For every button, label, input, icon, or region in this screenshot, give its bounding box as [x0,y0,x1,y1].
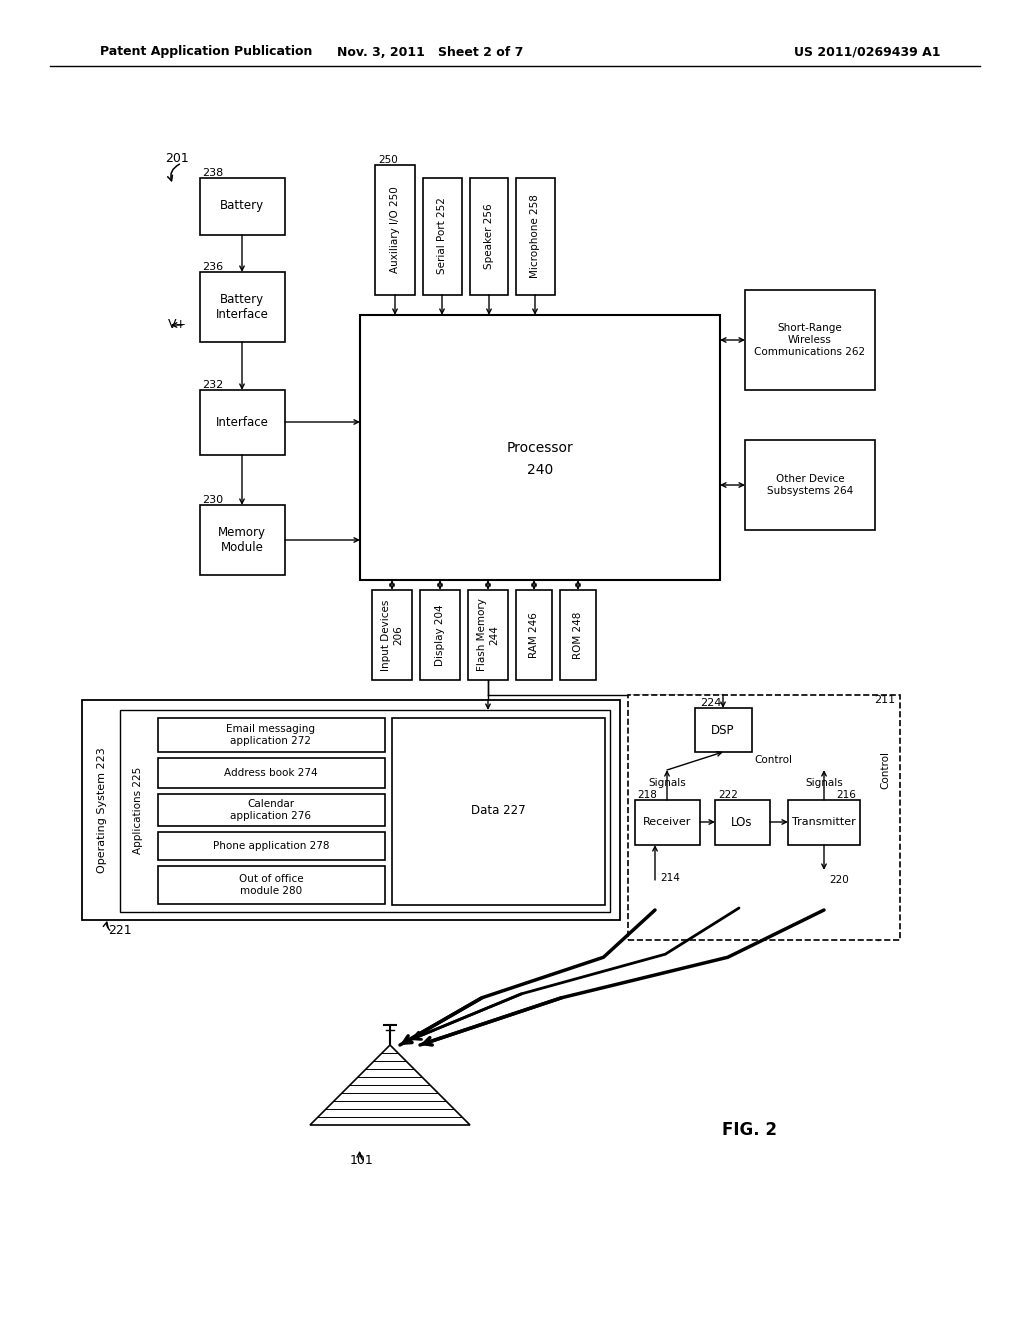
Text: 232: 232 [202,380,223,389]
Text: Email messaging
application 272: Email messaging application 272 [226,725,315,746]
Text: 224: 224 [700,698,721,708]
Text: Microphone 258: Microphone 258 [530,194,540,279]
Bar [560,590,596,680]
Text: Signals: Signals [805,777,843,788]
Text: 230: 230 [202,495,223,506]
Text: 216: 216 [836,789,856,800]
Bar [158,795,385,826]
Text: Applications 225: Applications 225 [133,767,143,854]
Text: 218: 218 [637,789,656,800]
Bar [372,590,412,680]
Text: 238: 238 [202,168,223,178]
Bar [468,590,508,680]
Bar [392,718,605,906]
Text: Operating System 223: Operating System 223 [97,747,106,873]
Bar [82,700,620,920]
Text: Out of office
module 280: Out of office module 280 [239,874,303,896]
Text: Data 227: Data 227 [471,804,525,817]
Bar [420,590,460,680]
Text: 220: 220 [829,875,849,884]
Text: LOs: LOs [731,816,753,829]
Bar [375,165,415,294]
Text: Processor: Processor [507,441,573,455]
Text: RAM 246: RAM 246 [529,612,539,657]
Text: 222: 222 [718,789,738,800]
Bar [516,178,555,294]
Bar [745,290,874,389]
Bar [423,178,462,294]
Bar [470,178,508,294]
Text: 240: 240 [527,463,553,477]
Text: Battery
Interface: Battery Interface [216,293,268,321]
Text: Display 204: Display 204 [435,605,445,665]
Text: Other Device
Subsystems 264: Other Device Subsystems 264 [767,474,853,496]
Bar [516,590,552,680]
Text: 101: 101 [350,1154,374,1167]
Bar [158,718,385,752]
Text: 221: 221 [108,924,132,936]
Bar [200,506,285,576]
Bar [158,758,385,788]
Text: 250: 250 [378,154,397,165]
Text: Speaker 256: Speaker 256 [484,203,494,269]
Bar [158,832,385,861]
Text: Transmitter: Transmitter [793,817,856,828]
Text: Patent Application Publication: Patent Application Publication [100,45,312,58]
Text: ROM 248: ROM 248 [573,611,583,659]
Bar [200,178,285,235]
Text: Short-Range
Wireless
Communications 262: Short-Range Wireless Communications 262 [755,323,865,356]
Text: Input Devices
206: Input Devices 206 [381,599,402,671]
Text: 214: 214 [660,873,680,883]
Text: 236: 236 [202,261,223,272]
Bar [695,708,752,752]
Bar [715,800,770,845]
Bar [628,696,900,940]
Text: Serial Port 252: Serial Port 252 [437,198,447,275]
Bar [200,272,285,342]
Text: 201: 201 [165,152,188,165]
Text: Calendar
application 276: Calendar application 276 [230,799,311,821]
Text: DSP: DSP [712,723,735,737]
Text: Control: Control [754,755,792,766]
Bar [200,389,285,455]
Bar [635,800,700,845]
Bar [120,710,610,912]
Text: Receiver: Receiver [643,817,691,828]
Text: Battery: Battery [220,199,264,213]
Bar [158,866,385,904]
Text: V+: V+ [168,318,186,331]
Text: Nov. 3, 2011   Sheet 2 of 7: Nov. 3, 2011 Sheet 2 of 7 [337,45,523,58]
Text: Flash Memory
244: Flash Memory 244 [477,598,499,672]
Text: Address book 274: Address book 274 [224,768,317,777]
Text: Control: Control [880,751,890,789]
Text: Memory
Module: Memory Module [218,525,266,554]
Bar [788,800,860,845]
Text: US 2011/0269439 A1: US 2011/0269439 A1 [794,45,940,58]
Text: Signals: Signals [648,777,686,788]
Text: 211: 211 [873,696,895,705]
Text: Interface: Interface [216,416,268,429]
Text: Phone application 278: Phone application 278 [213,841,330,851]
Text: FIG. 2: FIG. 2 [723,1121,777,1139]
Bar [745,440,874,531]
Bar [360,315,720,579]
Text: Auxiliary I/O 250: Auxiliary I/O 250 [390,186,400,273]
